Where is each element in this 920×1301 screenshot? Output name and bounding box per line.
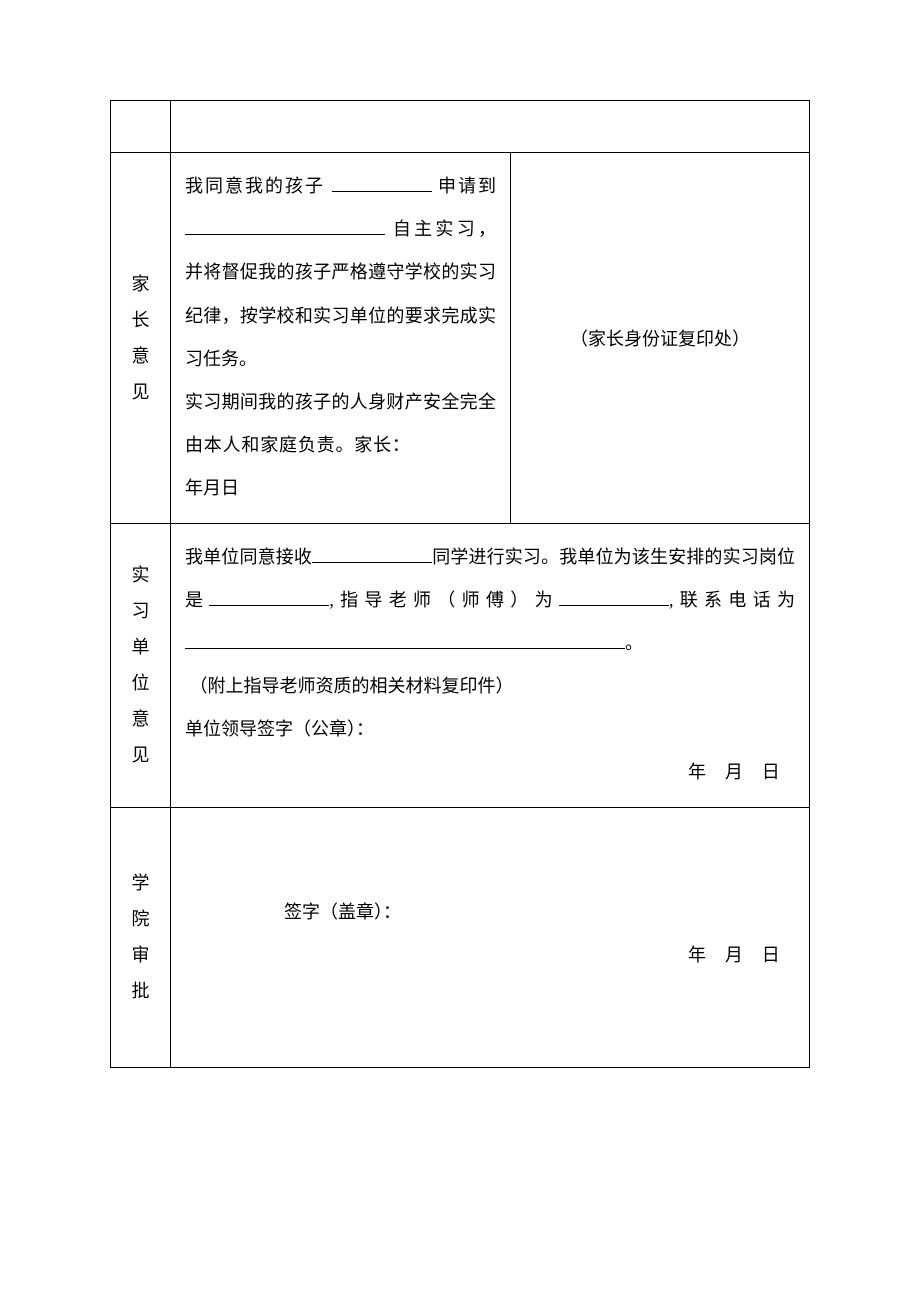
- teacher-name-blank[interactable]: [559, 586, 669, 606]
- phone-blank[interactable]: [185, 629, 625, 649]
- company-line1-prefix: 我单位同意接收: [185, 547, 312, 567]
- company-date-line: 年 月 日: [185, 751, 795, 794]
- parent-safety-statement: 实习期间我的孩子的人身财产安全完全由本人和家庭负责。家长： 年月日: [185, 381, 496, 511]
- company-note: （附上指导老师资质的相关材料复印件）: [185, 665, 795, 708]
- apply-company-blank[interactable]: [185, 215, 385, 235]
- company-statement: 我单位同意接收同学进行实习。我单位为该生安排的实习岗位是,指导老师（师傅）为,联…: [185, 536, 795, 666]
- college-date-line: 年 月 日: [185, 934, 795, 977]
- position-blank[interactable]: [209, 586, 329, 606]
- parent-para2: 实习期间我的孩子的人身财产安全完全由本人和家庭负责。家长：: [185, 392, 496, 455]
- company-line2-end: ,联系电话为: [669, 590, 795, 610]
- parent-opinion-row: 家 长 意 见 我同意我的孩子 申请到 自主实习，并将督促我的孩子严格遵守学校的…: [111, 153, 810, 524]
- company-line2-mid: ,指导老师（师傅）为: [329, 590, 559, 610]
- college-approval-row: 学 院 审 批 签字（盖章）： 年 月 日: [111, 807, 810, 1067]
- student-name-blank[interactable]: [312, 543, 432, 563]
- college-signature-line: 签字（盖章）：: [185, 891, 795, 934]
- parent-opinion-label: 家 长 意 见: [111, 153, 171, 524]
- empty-label-cell: [111, 101, 171, 153]
- empty-content-cell: [171, 101, 810, 153]
- college-approval-label: 学 院 审 批: [111, 807, 171, 1067]
- empty-top-row: [111, 101, 810, 153]
- parent-statement: 我同意我的孩子 申请到 自主实习，并将督促我的孩子严格遵守学校的实习纪律，按学校…: [185, 165, 496, 381]
- college-approval-content: 签字（盖章）： 年 月 日: [171, 807, 810, 1067]
- approval-form-table: 家 长 意 见 我同意我的孩子 申请到 自主实习，并将督促我的孩子严格遵守学校的…: [110, 100, 810, 1068]
- parent-para1-mid: 申请到: [438, 176, 496, 196]
- parent-date-suffix: 年月日: [185, 478, 239, 498]
- parent-id-copy-area: （家长身份证复印处）: [511, 153, 810, 524]
- child-name-blank[interactable]: [332, 172, 432, 192]
- parent-id-copy-text: （家长身份证复印处）: [570, 329, 750, 349]
- company-line3-end: 。: [625, 633, 643, 653]
- company-signature-line: 单位领导签字（公章）：: [185, 708, 795, 751]
- parent-opinion-content: 我同意我的孩子 申请到 自主实习，并将督促我的孩子严格遵守学校的实习纪律，按学校…: [171, 153, 511, 524]
- company-opinion-row: 实 习 单 位 意 见 我单位同意接收同学进行实习。我单位为该生安排的实习岗位是…: [111, 523, 810, 807]
- parent-para1-after: 自主实习，并将督促我的孩子严格遵守学校的实习纪律，按学校和实习单位的要求完成实习…: [185, 219, 496, 369]
- parent-para1-prefix: 我同意我的孩子: [185, 176, 325, 196]
- company-opinion-label: 实 习 单 位 意 见: [111, 523, 171, 807]
- company-opinion-content: 我单位同意接收同学进行实习。我单位为该生安排的实习岗位是,指导老师（师傅）为,联…: [171, 523, 810, 807]
